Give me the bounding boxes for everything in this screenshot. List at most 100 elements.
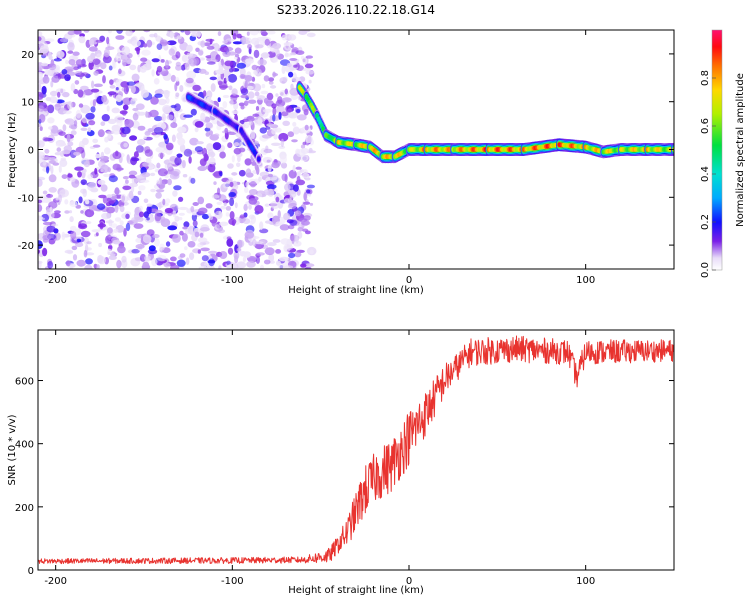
spectrogram-noise-speck [284,173,288,183]
spectrogram-noise-speck [82,137,89,146]
spectrogram-noise-speck [278,264,285,269]
x-tick-label: -100 [221,275,244,286]
spectrogram-noise-speck [278,132,289,142]
spectrogram-noise-speck [157,88,163,93]
spectrogram-noise-speck [96,203,106,210]
spectrogram-noise-speck [38,204,43,212]
spectrogram-noise-speck [194,121,204,128]
spectrogram-noise-speck [92,138,99,144]
y-tick-label: 20 [21,50,34,61]
spectrogram-noise-speck [102,196,108,204]
spectrogram-noise-speck [53,58,62,62]
spectrogram-noise-speck [217,31,222,37]
spectrogram-noise-speck [42,247,48,257]
spectrogram-noise-speck [207,213,211,217]
spectrogram-noise-speck [279,224,290,231]
spectrogram-noise-speck [230,94,240,98]
spectrogram-noise-speck [206,266,216,269]
spectrogram-noise-speck [171,134,176,143]
spectrogram-noise-speck [67,50,74,54]
spectrogram-noise-speck [98,242,102,248]
spectrogram-noise-speck [77,171,82,178]
spectrogram-noise-speck [107,251,111,255]
spectrogram-noise-speck [103,173,110,178]
spectrogram-noise-speck [240,37,250,41]
spectrogram-noise-speck [115,53,123,62]
spectrogram-noise-speck [197,196,205,205]
spectrogram-noise-speck [281,97,292,103]
spectrogram-noise-speck [138,185,146,191]
spectrogram-noise-speck [139,65,147,73]
spectrogram-noise-speck [205,203,213,209]
spectrogram-noise-speck [259,127,267,134]
spectrogram-noise-speck [150,172,156,177]
spectrogram-noise-speck [281,34,288,41]
spectrogram-noise-speck [75,71,82,75]
spectrogram-noise-speck [146,229,155,237]
spectrogram-noise-speck [106,206,116,214]
spectrogram-noise-speck [256,95,266,101]
spectrogram-noise-speck [92,144,101,148]
spectrogram-noise-speck [259,171,270,178]
spectrogram-noise-speck [267,164,272,172]
spectrogram-noise-speck [107,30,113,34]
spectrogram-noise-speck [67,42,75,52]
spectrogram-noise-speck [137,139,146,146]
spectrogram-noise-speck [147,128,155,133]
spectrogram-noise-speck [83,249,88,258]
spectrogram-noise-speck [170,256,177,262]
spectrogram-noise-speck [155,192,162,199]
spectrogram-noise-speck [236,162,241,168]
spectrogram-noise-speck [229,99,234,106]
spectrogram-noise-speck [112,59,116,69]
y-tick-label: 0 [28,566,34,577]
spectrogram-noise-speck [306,184,315,189]
spectrogram-noise-speck [248,198,258,205]
spectrogram-noise-speck [100,151,105,159]
spectrogram-noise-speck [239,214,245,219]
spectrogram-noise-speck [199,232,204,238]
spectrogram-noise-speck [198,266,208,269]
spectrogram-noise-speck [135,244,145,249]
spectrogram-noise-speck [254,91,260,97]
spectrogram-noise-speck [114,217,122,222]
spectrogram-noise-speck [263,97,269,104]
spectrogram-noise-speck [240,94,249,99]
spectrogram-noise-speck [135,238,143,243]
spectrogram-noise-speck [195,47,200,52]
spectrogram-noise-speck [227,163,234,169]
spectrogram-noise-speck [143,135,147,140]
spectrogram-noise-speck [251,64,258,71]
spectrogram-noise-speck [198,68,207,74]
spectrogram-noise-speck [78,196,83,204]
spectrogram-noise-speck [227,247,234,255]
spectrogram-noise-speck [267,173,273,178]
colorbar-scale [712,30,722,270]
spectrogram-noise-speck [272,114,276,122]
spectrogram-noise-speck [276,260,281,266]
y-tick-label: 400 [15,440,34,451]
spectrogram-noise-speck [103,48,110,58]
spectrogram-noise-speck [280,154,287,164]
spectrogram-noise-speck [233,142,240,147]
spectrogram-noise-speck [155,189,165,193]
spectrogram-noise-speck [244,75,253,82]
spectrogram-noise-speck [178,216,183,221]
spectrogram-noise-speck [84,264,93,269]
spectrogram-noise-speck [175,64,182,71]
spectrogram-noise-speck [104,147,111,155]
spectrogram-noise-speck [94,153,101,159]
spectrogram-noise-speck [190,177,196,184]
spectrogram-noise-speck [211,219,217,227]
spectrogram-noise-speck [62,124,67,132]
spectrogram-noise-speck [263,75,270,82]
spectrogram-noise-speck [121,255,127,263]
x-tick-label: 100 [576,576,595,587]
spectrogram-noise-speck [247,99,257,104]
spectrogram-noise-speck [289,58,298,61]
spectrogram-noise-speck [57,73,62,80]
spectrogram-noise-speck [231,110,239,115]
spectrogram-noise-speck [133,151,139,158]
spectrogram-noise-speck [209,38,213,45]
